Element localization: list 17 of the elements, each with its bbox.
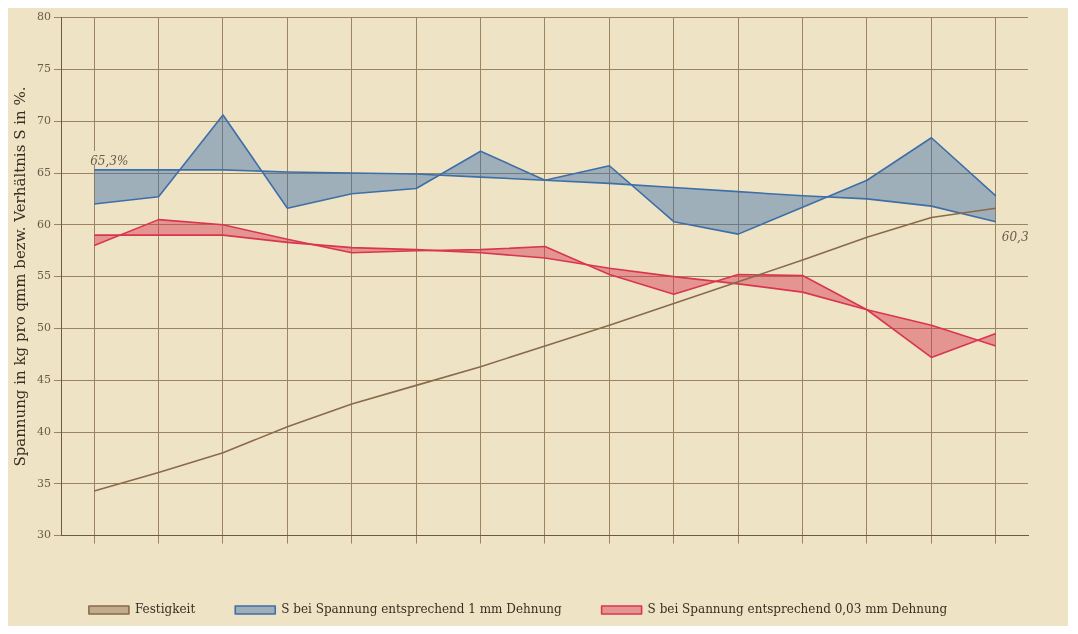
y-tick-label: 70 bbox=[37, 114, 51, 128]
y-tick-label: 35 bbox=[37, 476, 51, 490]
y-tick-label: 30 bbox=[37, 528, 51, 542]
y-tick-label: 55 bbox=[37, 269, 51, 283]
annotation: 65,3% bbox=[90, 154, 129, 169]
y-tick-label: 80 bbox=[37, 10, 51, 24]
y-tick-label: 45 bbox=[37, 373, 51, 387]
legend-label: Festigkeit bbox=[134, 602, 196, 617]
legend-label: S bei Spannung entsprechend 0,03 mm Dehnung bbox=[647, 602, 948, 617]
annotation: 60,3 bbox=[1001, 229, 1029, 244]
y-axis-title: Spannung in kg pro qmm bezw. Verhältnis S in %. bbox=[10, 86, 29, 467]
y-tick-label: 60 bbox=[37, 217, 51, 231]
y-tick-label: 75 bbox=[37, 62, 51, 76]
y-tick-label: 65 bbox=[37, 165, 51, 179]
legend-label: S bei Spannung entsprechend 1 mm Dehnung bbox=[281, 602, 562, 617]
y-tick-label: 50 bbox=[37, 321, 51, 335]
y-tick-label: 40 bbox=[37, 424, 51, 438]
